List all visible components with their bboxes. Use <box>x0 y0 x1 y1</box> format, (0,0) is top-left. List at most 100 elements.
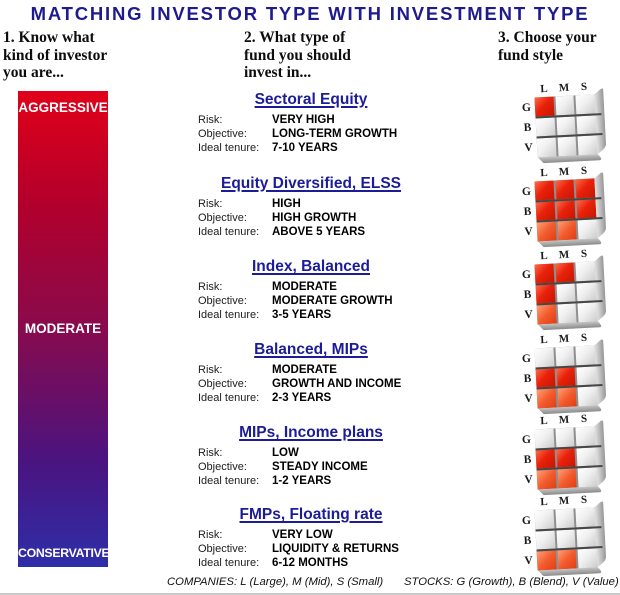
style-cell-none <box>575 426 596 447</box>
cube-side-face <box>594 170 607 239</box>
style-cell-strong <box>555 262 575 283</box>
style-cell-light <box>557 387 577 408</box>
column-label-m: M <box>558 81 570 95</box>
row-label-b: B <box>523 453 532 467</box>
style-grid-cells <box>534 178 598 242</box>
style-cell-none <box>575 507 596 528</box>
style-grid-cells <box>534 345 598 409</box>
row-label-b: B <box>523 372 532 386</box>
column-label-m: M <box>558 165 570 179</box>
style-cell-light <box>536 388 557 409</box>
column-label-m: M <box>558 332 570 346</box>
fund-block-index-balanced: Index, Balanced Risk: MODERATE Objective:… <box>170 258 452 322</box>
moderate-label: MODERATE <box>24 321 102 336</box>
style-cell-none <box>577 135 598 156</box>
risk-label: Risk: <box>198 114 223 126</box>
risk-value: MODERATE <box>272 364 337 376</box>
column-label-s: S <box>580 331 588 345</box>
objective-value: HIGH GROWTH <box>272 212 357 224</box>
risk-value: HIGH <box>272 198 301 210</box>
objective-value: GROWTH AND INCOME <box>272 378 402 390</box>
column-label-l: L <box>540 249 549 263</box>
risk-label: Risk: <box>198 198 223 210</box>
objective-value: LONG-TERM GROWTH <box>272 128 398 140</box>
aggressive-label: AGGRESSIVE <box>18 100 108 115</box>
style-cell-strong <box>534 96 555 117</box>
objective-value: LIQUIDITY & RETURNS <box>272 543 399 555</box>
column-label-s: S <box>580 493 588 507</box>
style-cell-strong <box>576 199 597 219</box>
row-label-g: G <box>521 101 532 115</box>
objective-value: STEADY INCOME <box>272 461 368 473</box>
row-label-g: G <box>521 268 532 282</box>
risk-value: VERY LOW <box>272 529 333 541</box>
investor-risk-gradient-bar: AGGRESSIVE MODERATE CONSERVATIVE <box>18 91 110 567</box>
risk-label: Risk: <box>198 281 223 293</box>
tenure-value: 3-5 YEARS <box>272 309 332 321</box>
style-cell-none <box>536 137 557 158</box>
style-cell-none <box>534 509 555 530</box>
column-label-l: L <box>540 333 549 347</box>
fund-name: Balanced, MIPs <box>254 341 368 358</box>
objective-label: Objective: <box>198 295 247 307</box>
row-label-g: G <box>521 433 532 447</box>
column-label-l: L <box>540 495 549 509</box>
style-cell-light <box>536 221 557 242</box>
style-cell-none <box>534 428 555 449</box>
style-cell-none <box>577 467 598 488</box>
style-grid-cells <box>534 507 598 571</box>
tenure-label: Ideal tenure: <box>198 557 260 569</box>
style-cell-light <box>557 468 577 489</box>
style-cell-none <box>575 345 596 366</box>
objective-label: Objective: <box>198 543 247 555</box>
column-label-m: M <box>558 494 570 508</box>
style-cell-light <box>557 549 577 570</box>
style-grid-cells <box>534 261 598 325</box>
column-label-s: S <box>580 412 588 426</box>
objective-label: Objective: <box>198 378 247 390</box>
style-cell-none <box>576 528 597 548</box>
style-cell-strong <box>535 201 556 221</box>
tenure-label: Ideal tenure: <box>198 392 260 404</box>
style-cell-strong <box>534 180 555 201</box>
risk-label: Risk: <box>198 529 223 541</box>
style-cell-strong <box>556 200 576 220</box>
column-label-l: L <box>540 414 549 428</box>
fund-name: FMPs, Floating rate <box>239 506 383 523</box>
row-label-b: B <box>523 288 532 302</box>
row-label-b: B <box>523 205 532 219</box>
style-cell-none <box>577 386 598 407</box>
objective-value: MODERATE GROWTH <box>272 295 393 307</box>
style-grid-cells <box>534 426 598 490</box>
cube-side-face <box>594 253 607 322</box>
conservative-label: CONSERVATIVE <box>18 546 110 560</box>
cube-side-face <box>594 418 607 487</box>
row-label-g: G <box>521 352 532 366</box>
style-cell-none <box>575 94 596 115</box>
fund-block-equity-diversified: Equity Diversified, ELSS Risk: HIGH Objec… <box>170 175 452 239</box>
style-cell-none <box>555 95 575 116</box>
row-label-v: V <box>524 225 534 239</box>
style-cell-light <box>557 220 577 241</box>
column-label-m: M <box>558 413 570 427</box>
objective-label: Objective: <box>198 212 247 224</box>
style-cell-none <box>556 116 576 136</box>
style-cell-none <box>535 530 556 550</box>
style-cell-none <box>556 283 576 303</box>
risk-value: LOW <box>272 447 299 459</box>
style-cell-none <box>576 447 597 467</box>
style-cell-none <box>555 427 575 448</box>
